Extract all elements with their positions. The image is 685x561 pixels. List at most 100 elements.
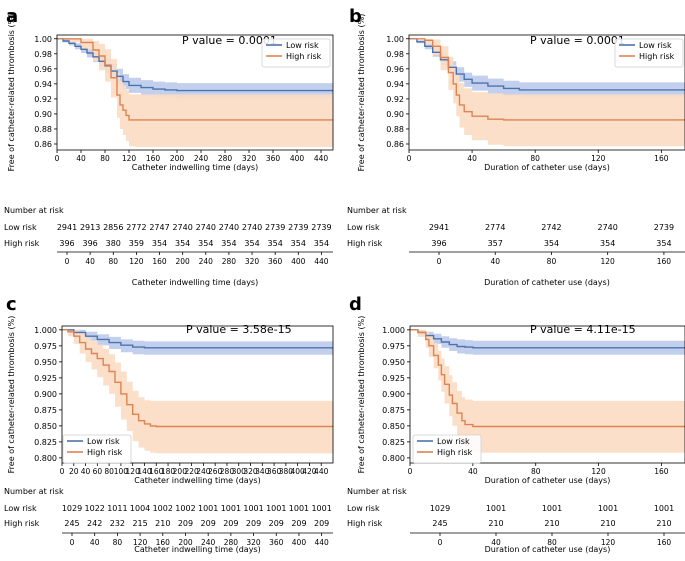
panel-letter: b xyxy=(349,6,362,27)
risk-table-tick-label: 360 xyxy=(269,538,284,547)
risk-count: 209 xyxy=(269,519,284,528)
risk-table-tick-label: 240 xyxy=(199,257,214,266)
low-risk-survival-line xyxy=(57,38,333,92)
low-risk-survival-line xyxy=(409,38,685,91)
y-tick-label: 0.900 xyxy=(382,390,405,399)
y-axis-label: Free of catheter-related thrombosis (%) xyxy=(7,316,16,474)
x-tick-label: 320 xyxy=(242,154,257,163)
risk-count: 209 xyxy=(246,519,261,528)
risk-table-x-label: Catheter indwelling time (days) xyxy=(132,278,258,287)
x-tick-label: 160 xyxy=(654,467,669,476)
risk-table-tick-label: 160 xyxy=(657,257,672,266)
risk-table-header: Number at risk xyxy=(347,206,407,215)
legend-entry: Low risk xyxy=(286,41,319,50)
y-tick-label: 0.975 xyxy=(382,342,405,351)
y-tick-label: 0.96 xyxy=(386,65,404,74)
risk-count: 245 xyxy=(432,519,447,528)
x-tick-label: 80 xyxy=(530,154,540,163)
risk-count: 396 xyxy=(59,239,74,248)
x-tick-label: 20 xyxy=(69,467,79,476)
risk-count: 1001 xyxy=(221,504,241,513)
risk-row-label: High risk xyxy=(4,519,40,528)
risk-table-tick-label: 320 xyxy=(246,538,261,547)
y-tick-label: 0.90 xyxy=(386,110,404,119)
legend-entry: Low risk xyxy=(87,437,120,446)
risk-table-header: Number at risk xyxy=(347,487,407,496)
p-value-annotation: P value = 4.11e-15 xyxy=(530,323,636,336)
risk-table-tick-label: 360 xyxy=(268,257,283,266)
legend-box xyxy=(614,38,684,68)
y-tick-label: 0.88 xyxy=(34,125,52,134)
risk-count: 2747 xyxy=(149,223,169,232)
risk-count: 2740 xyxy=(219,223,239,232)
risk-table-tick-label: 320 xyxy=(245,257,260,266)
risk-count: 2913 xyxy=(80,223,100,232)
y-tick-label: 0.90 xyxy=(34,110,52,119)
risk-count: 2941 xyxy=(429,223,449,232)
risk-count: 1029 xyxy=(62,504,82,513)
risk-count: 242 xyxy=(87,519,102,528)
risk-count: 2739 xyxy=(288,223,308,232)
risk-count: 1001 xyxy=(542,504,562,513)
risk-count: 2740 xyxy=(242,223,262,232)
p-value-annotation: P value = 3.58e-15 xyxy=(186,323,292,336)
high-risk-ci-band xyxy=(62,329,333,454)
y-tick-label: 0.925 xyxy=(382,374,405,383)
x-tick-label: 300 xyxy=(232,467,247,476)
x-tick-label: 280 xyxy=(220,467,235,476)
risk-count: 354 xyxy=(268,239,283,248)
x-tick-label: 0 xyxy=(408,467,413,476)
risk-table-tick-label: 120 xyxy=(129,257,144,266)
high-risk-ci-band xyxy=(410,329,685,454)
risk-count: 1002 xyxy=(175,504,195,513)
risk-row-label: Low risk xyxy=(347,504,380,513)
risk-table-tick-label: 160 xyxy=(152,257,167,266)
panel-d: d 1.000 0.975 0.950 0.925 0.900 0.875 0.850 0.82… xyxy=(347,294,685,554)
risk-table-tick-label: 400 xyxy=(291,257,306,266)
x-tick-label: 80 xyxy=(531,467,541,476)
y-tick-label: 0.94 xyxy=(386,80,404,89)
risk-count: 2740 xyxy=(172,223,192,232)
y-tick-label: 0.92 xyxy=(386,95,404,104)
x-axis-label: Duration of catheter use (days) xyxy=(484,163,610,172)
risk-count: 2856 xyxy=(103,223,123,232)
risk-count: 232 xyxy=(110,519,125,528)
low-risk-ci-band xyxy=(410,329,685,355)
high-risk-survival-line xyxy=(409,38,685,121)
risk-table-tick-label: 400 xyxy=(292,538,307,547)
risk-table-x-label: Catheter indwelling time (days) xyxy=(134,545,260,554)
risk-count: 2941 xyxy=(57,223,77,232)
risk-count: 210 xyxy=(488,519,503,528)
x-tick-label: 360 xyxy=(266,154,281,163)
x-tick-label: 80 xyxy=(104,467,114,476)
y-tick-label: 0.98 xyxy=(386,50,404,59)
legend-box xyxy=(62,434,132,464)
risk-table-tick-label: 120 xyxy=(133,538,148,547)
panel-letter: d xyxy=(349,294,362,315)
x-tick-label: 200 xyxy=(173,467,188,476)
risk-count: 1004 xyxy=(130,504,150,513)
x-tick-label: 160 xyxy=(654,154,669,163)
risk-table-tick-label: 80 xyxy=(547,538,557,547)
x-tick-label: 420 xyxy=(302,467,317,476)
high-risk-survival-line xyxy=(57,38,333,121)
risk-table-header: Number at risk xyxy=(4,487,64,496)
risk-count: 2772 xyxy=(126,223,146,232)
x-tick-label: 200 xyxy=(170,154,185,163)
risk-count: 1001 xyxy=(598,504,618,513)
risk-table-tick-label: 280 xyxy=(222,257,237,266)
y-tick-label: 1.000 xyxy=(34,326,57,335)
risk-table-tick-label: 160 xyxy=(657,538,672,547)
risk-count: 1001 xyxy=(311,504,331,513)
risk-row-label: High risk xyxy=(4,239,40,248)
y-axis-label: Free of catheter-related thrombosis (%) xyxy=(7,14,16,172)
y-tick-label: 0.94 xyxy=(34,80,52,89)
panel-letter: c xyxy=(6,294,17,315)
x-tick-label: 380 xyxy=(279,467,294,476)
risk-row-label: High risk xyxy=(347,239,383,248)
risk-count: 2740 xyxy=(598,223,618,232)
x-tick-label: 40 xyxy=(81,467,91,476)
y-tick-label: 0.975 xyxy=(34,342,57,351)
legend-entry: High risk xyxy=(286,52,322,61)
